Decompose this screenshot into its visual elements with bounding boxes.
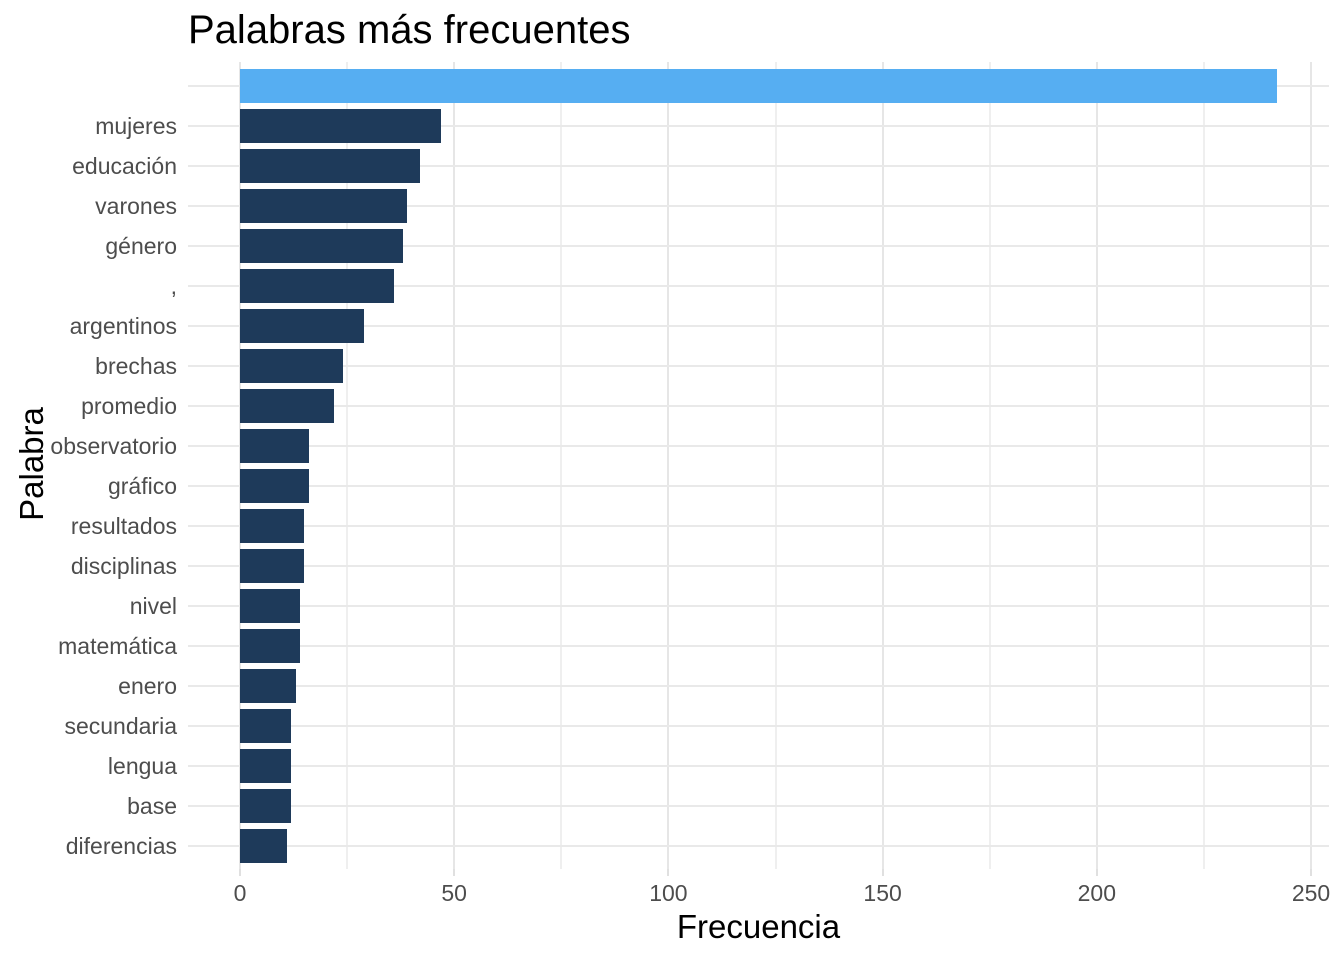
category-label-matemática: matemática: [58, 633, 177, 659]
bar-argentinos: [240, 309, 365, 343]
gridline-major-x-100: [667, 62, 670, 869]
gridline-row-2: [188, 165, 1329, 167]
bar-educación: [240, 149, 420, 183]
bar-resultados: [240, 509, 305, 543]
x-tick-label-100: 100: [649, 880, 688, 906]
gridline-row-15: [188, 685, 1329, 687]
gridline-minor-x-175: [988, 62, 991, 869]
gridline-row-10: [188, 485, 1329, 487]
bar-diferencias: [240, 829, 288, 863]
bar-blank: [240, 69, 1277, 103]
gridline-row-8: [188, 405, 1329, 407]
chart-title: Palabras más frecuentes: [188, 8, 631, 52]
gridline-row-7: [188, 365, 1329, 367]
bar-enero: [240, 669, 296, 703]
bar-base: [240, 789, 292, 823]
gridline-major-x-250: [1310, 62, 1312, 869]
gridline-row-11: [188, 525, 1329, 527]
gridline-row-6: [188, 325, 1329, 327]
gridline-row-3: [188, 205, 1329, 207]
x-tick-mark-150: [881, 869, 884, 876]
x-tick-mark-200: [1095, 869, 1098, 876]
category-label-base: base: [127, 793, 177, 819]
bar-observatorio: [240, 429, 309, 463]
bar-brechas: [240, 349, 343, 383]
gridline-major-x-150: [881, 62, 884, 869]
gridline-row-13: [188, 605, 1329, 607]
gridline-major-x-200: [1095, 62, 1098, 869]
gridline-major-x-0: [239, 62, 241, 869]
plot-panel: [188, 62, 1329, 869]
category-label-educación: educación: [72, 153, 177, 179]
category-label-enero: enero: [118, 673, 177, 699]
category-label-observatorio: observatorio: [50, 433, 177, 459]
category-label-género: género: [105, 233, 177, 259]
bar-mujeres: [240, 109, 442, 143]
category-label-varones: varones: [95, 193, 177, 219]
category-label-lengua: lengua: [107, 753, 177, 779]
category-label-brechas: brechas: [95, 353, 177, 379]
gridline-row-17: [188, 765, 1329, 767]
bar-disciplinas: [240, 549, 305, 583]
category-label-diferencias: diferencias: [65, 833, 177, 859]
category-label-mujeres: mujeres: [95, 113, 177, 139]
category-label-gráfico: gráfico: [107, 473, 177, 499]
category-label-nivel: nivel: [129, 593, 177, 619]
y-axis-category-labels: mujeres educación varones género, argentinos…: [0, 62, 177, 869]
gridline-row-9: [188, 445, 1329, 447]
bar-género: [240, 229, 403, 263]
x-tick-mark-50: [453, 869, 456, 876]
gridline-row-14: [188, 645, 1329, 647]
gridline-row-5: [188, 285, 1329, 287]
bar-nivel: [240, 589, 300, 623]
gridline-row-18: [188, 805, 1329, 807]
bar-lengua: [240, 749, 292, 783]
gridline-minor-x-25: [346, 62, 349, 869]
x-tick-mark-100: [667, 869, 670, 876]
bar-gráfico: [240, 469, 309, 503]
gridline-row-1: [188, 125, 1329, 127]
x-axis: 0 50 100 150 200 250: [188, 869, 1330, 909]
x-tick-label-200: 200: [1077, 880, 1116, 906]
gridline-row-19: [188, 845, 1329, 847]
x-tick-label-50: 50: [441, 880, 467, 906]
gridline-minor-x-125: [774, 62, 777, 869]
x-tick-mark-250: [1310, 869, 1312, 876]
gridline-major-x-50: [453, 62, 456, 869]
x-tick-label-0: 0: [233, 880, 247, 906]
x-axis-title: Frecuencia: [676, 908, 841, 945]
bar-secundaria: [240, 709, 292, 743]
x-tick-mark-0: [239, 869, 241, 876]
bar-promedio: [240, 389, 335, 423]
bar-matemática: [240, 629, 300, 663]
bar-comma: [240, 269, 395, 303]
category-label-resultados: resultados: [70, 513, 177, 539]
gridline-row-4: [188, 245, 1329, 247]
category-label-argentinos: argentinos: [69, 313, 177, 339]
category-label-secundaria: secundaria: [64, 713, 177, 739]
gridline-minor-x-225: [1202, 62, 1205, 869]
gridline-minor-x-75: [560, 62, 563, 869]
gridline-row-16: [188, 725, 1329, 727]
gridline-row-12: [188, 565, 1329, 567]
x-tick-label-150: 150: [863, 880, 902, 906]
category-label-blank: [0, 72, 177, 100]
category-label-comma: ,: [170, 273, 177, 299]
x-tick-label-250: 250: [1291, 880, 1331, 906]
category-label-promedio: promedio: [81, 393, 177, 419]
category-label-disciplinas: disciplinas: [70, 553, 177, 579]
bar-varones: [240, 189, 408, 223]
